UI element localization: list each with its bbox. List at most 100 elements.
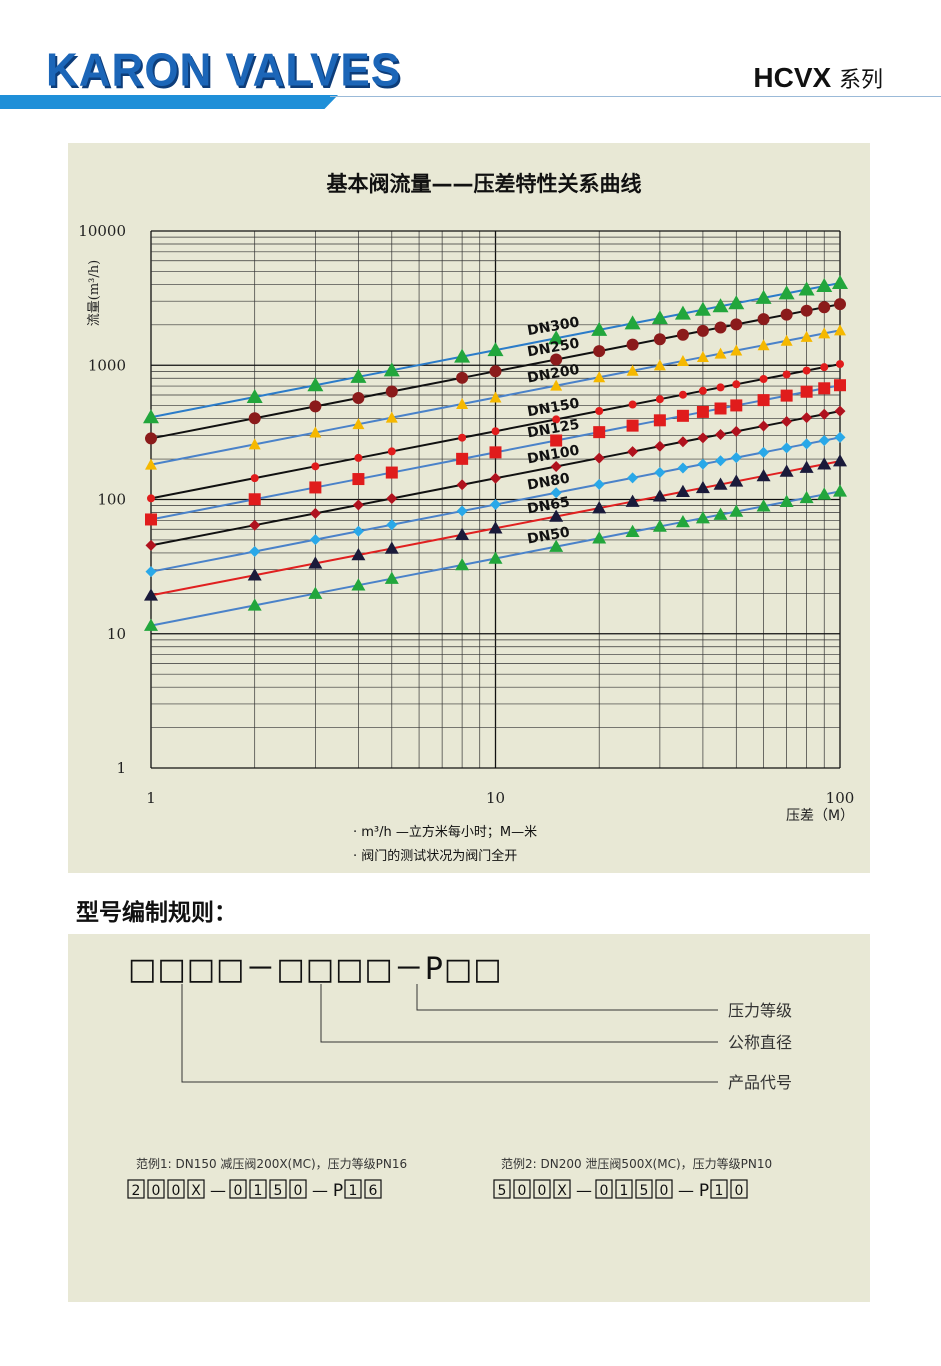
data-point-dn100: [352, 499, 364, 511]
data-point-dn80: [249, 545, 261, 557]
data-point-dn125: [757, 394, 770, 407]
data-point-dn65: [779, 464, 794, 477]
x-axis-label: 压差（M）: [786, 808, 854, 824]
code-char: 0: [294, 1183, 303, 1199]
data-point-dn65: [713, 477, 728, 490]
code-box: [344, 1179, 362, 1199]
data-point-dn100: [715, 428, 727, 440]
data-point-dn300: [591, 321, 608, 336]
data-point-dn65: [351, 548, 366, 561]
example2-code: 5 0 0 X —0 1 5 0— P 1 0: [493, 1179, 748, 1201]
x-tick-label: 10: [486, 789, 505, 807]
series-title: HCVX 系列: [753, 62, 883, 94]
y-tick-label: 10: [107, 625, 126, 643]
code-box: [655, 1179, 673, 1199]
data-point-dn250: [676, 328, 689, 341]
data-point-dn300: [143, 409, 159, 424]
data-point-dn125: [248, 493, 261, 506]
series-suffix: 系列: [838, 67, 883, 92]
code-char: 0: [600, 1183, 609, 1199]
data-point-dn200: [757, 339, 770, 351]
series-code: HCVX: [753, 62, 832, 93]
data-point-dn150: [732, 380, 741, 389]
data-point-dn250: [145, 432, 157, 445]
data-point-dn300: [694, 301, 711, 316]
data-point-dn50: [675, 514, 690, 528]
code-box: [147, 1179, 165, 1199]
header-rule: [330, 96, 941, 97]
data-point-dn125: [730, 399, 743, 412]
data-point-dn50: [799, 490, 814, 504]
chart-title: 基本阀流量——压差特性关系曲线: [327, 172, 642, 196]
data-point-dn200: [653, 359, 666, 371]
data-point-dn50: [779, 494, 794, 507]
data-point-dn200: [730, 344, 743, 356]
code-box: [553, 1179, 571, 1199]
code-box: [533, 1179, 551, 1199]
data-point-dn125: [456, 452, 469, 465]
code-box: [615, 1179, 633, 1199]
data-point-dn100: [677, 436, 689, 448]
data-point-dn100: [386, 492, 398, 504]
data-point-dn200: [593, 371, 606, 383]
data-point-dn100: [654, 440, 666, 452]
code-box: [513, 1179, 531, 1199]
code-box: [595, 1179, 613, 1199]
data-point-dn80: [654, 467, 666, 479]
code-separator: —: [678, 1181, 694, 1200]
data-point-dn50: [549, 539, 564, 552]
data-point-dn150: [552, 415, 561, 424]
flow-chart: 基本阀流量——压差特性关系曲线 1 10 100 1000 10000 1 10 100 DN…: [78, 172, 854, 864]
data-point-dn200: [145, 458, 157, 470]
data-point-dn200: [248, 438, 261, 450]
data-point-dn125: [550, 434, 563, 447]
code-char: 0: [538, 1183, 547, 1199]
data-point-dn250: [834, 298, 846, 311]
chart-note-2: · 阀门的测试状况为阀门全开: [353, 848, 517, 864]
data-point-dn50: [833, 484, 847, 497]
code-char: 5: [274, 1183, 283, 1199]
data-point-dn80: [550, 487, 562, 499]
data-point-dn65: [695, 480, 710, 494]
code-box: [730, 1179, 748, 1199]
data-point-dn250: [626, 338, 639, 351]
data-point-dn200: [489, 391, 502, 403]
data-point-dn150: [458, 433, 467, 442]
code-char: P: [333, 1181, 343, 1201]
data-point-dn250: [550, 353, 563, 366]
data-point-dn150: [354, 453, 363, 462]
y-tick-label: 10000: [78, 222, 126, 240]
data-point-dn200: [818, 327, 831, 339]
data-point-dn200: [385, 411, 398, 423]
data-point-dn300: [832, 274, 848, 289]
data-point-dn100: [456, 479, 468, 491]
data-point-dn65: [247, 568, 262, 581]
data-point-dn50: [592, 531, 607, 544]
data-point-dn250: [489, 365, 502, 378]
code-separator: —: [312, 1181, 328, 1200]
code-char: 0: [172, 1183, 181, 1199]
data-point-dn80: [715, 455, 727, 467]
data-point-dn50: [625, 524, 640, 538]
data-point-dn80: [593, 478, 605, 490]
data-point-dn125: [653, 414, 666, 427]
data-point-dn200: [309, 426, 322, 438]
y-tick-label: 1000: [88, 356, 126, 374]
code-box: [710, 1179, 728, 1199]
chart-note-1: · m³/h —立方米每小时；M—米: [353, 824, 537, 840]
data-point-dn100: [730, 425, 742, 437]
data-point-dn125: [593, 426, 606, 439]
code-char: 1: [620, 1183, 629, 1199]
data-point-dn250: [780, 308, 793, 321]
data-point-dn100: [490, 472, 501, 484]
data-point-dn80: [834, 431, 846, 443]
data-point-dn200: [456, 397, 469, 409]
data-point-dn100: [249, 519, 261, 531]
data-point-dn50: [695, 511, 710, 524]
code-char: 0: [234, 1183, 243, 1199]
code-char: X: [557, 1183, 567, 1199]
y-tick-label: 100: [97, 491, 126, 509]
data-point-dn250: [248, 412, 261, 425]
data-point-dn250: [385, 385, 398, 398]
code-box: [493, 1179, 511, 1199]
